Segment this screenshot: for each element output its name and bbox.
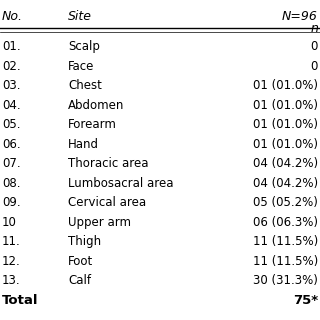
Text: 01.: 01. (2, 40, 20, 53)
Text: 09.: 09. (2, 196, 20, 209)
Text: 12.: 12. (2, 255, 21, 268)
Text: Calf: Calf (68, 274, 91, 287)
Text: 02.: 02. (2, 60, 20, 73)
Text: 11 (11.5%): 11 (11.5%) (253, 235, 318, 248)
Text: 05.: 05. (2, 118, 20, 131)
Text: 0: 0 (311, 40, 318, 53)
Text: 04 (04.2%): 04 (04.2%) (253, 157, 318, 170)
Text: 06 (06.3%): 06 (06.3%) (253, 216, 318, 229)
Text: Hand: Hand (68, 138, 99, 151)
Text: 04 (04.2%): 04 (04.2%) (253, 177, 318, 190)
Text: 07.: 07. (2, 157, 20, 170)
Text: 05 (05.2%): 05 (05.2%) (253, 196, 318, 209)
Text: Thigh: Thigh (68, 235, 101, 248)
Text: 03.: 03. (2, 79, 20, 92)
Text: 10: 10 (2, 216, 17, 229)
Text: 01 (01.0%): 01 (01.0%) (253, 118, 318, 131)
Text: 01 (01.0%): 01 (01.0%) (253, 79, 318, 92)
Text: Cervical area: Cervical area (68, 196, 146, 209)
Text: No.: No. (2, 10, 23, 23)
Text: 30 (31.3%): 30 (31.3%) (253, 274, 318, 287)
Text: Lumbosacral area: Lumbosacral area (68, 177, 173, 190)
Text: 13.: 13. (2, 274, 20, 287)
Text: 06.: 06. (2, 138, 20, 151)
Text: 0: 0 (311, 60, 318, 73)
Text: 04.: 04. (2, 99, 20, 112)
Text: Abdomen: Abdomen (68, 99, 124, 112)
Text: Foot: Foot (68, 255, 93, 268)
Text: Face: Face (68, 60, 94, 73)
Text: Upper arm: Upper arm (68, 216, 131, 229)
Text: Scalp: Scalp (68, 40, 100, 53)
Text: 11.: 11. (2, 235, 21, 248)
Text: 01 (01.0%): 01 (01.0%) (253, 138, 318, 151)
Text: 08.: 08. (2, 177, 20, 190)
Text: Forearm: Forearm (68, 118, 117, 131)
Text: 11 (11.5%): 11 (11.5%) (253, 255, 318, 268)
Text: 01 (01.0%): 01 (01.0%) (253, 99, 318, 112)
Text: 75*: 75* (293, 294, 318, 307)
Text: Thoracic area: Thoracic area (68, 157, 148, 170)
Text: n: n (310, 22, 318, 35)
Text: Site: Site (68, 10, 92, 23)
Text: Total: Total (2, 294, 38, 307)
Text: Chest: Chest (68, 79, 102, 92)
Text: N=96: N=96 (282, 10, 318, 23)
